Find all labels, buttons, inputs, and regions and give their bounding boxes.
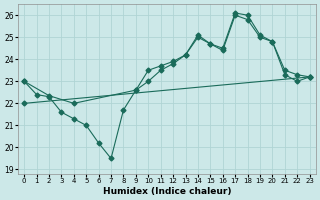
X-axis label: Humidex (Indice chaleur): Humidex (Indice chaleur): [103, 187, 231, 196]
